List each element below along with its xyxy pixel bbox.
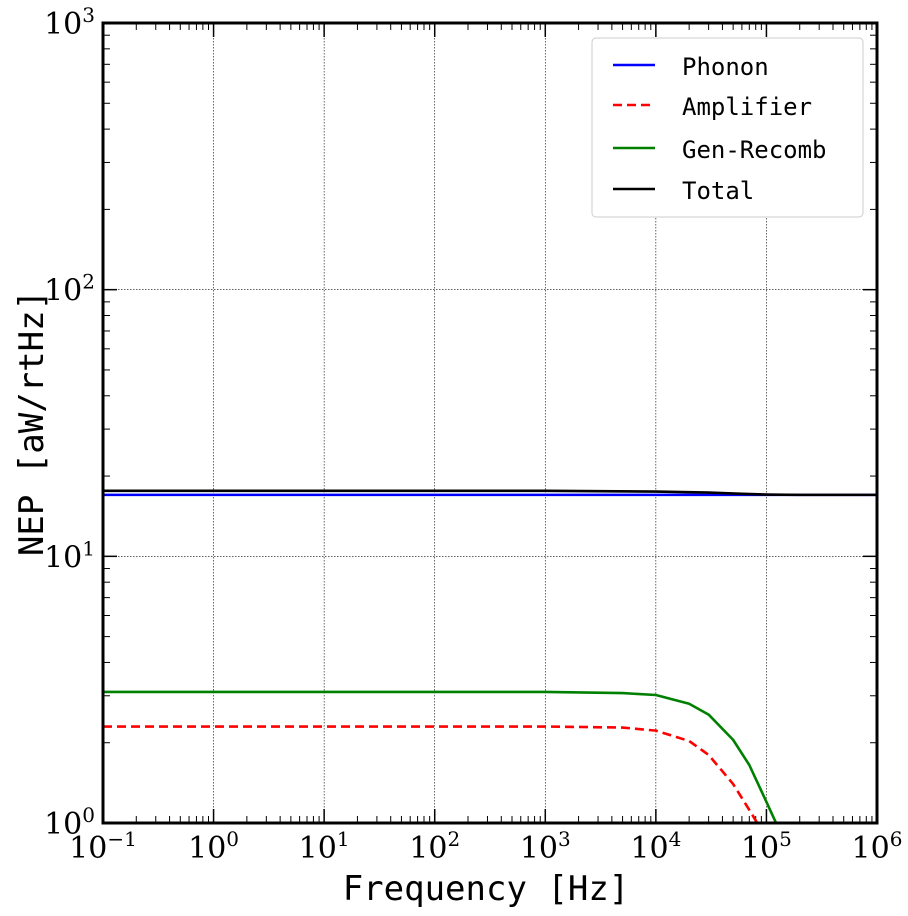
x-tick-labels: 10−1 100 101 102 103 104 105 106 xyxy=(69,827,902,866)
y-tick-label: 101 xyxy=(44,536,95,575)
series-lines xyxy=(103,489,877,823)
x-tick-label: 10−1 xyxy=(69,827,137,866)
legend-label: Amplifier xyxy=(682,93,812,121)
y-tick-label: 100 xyxy=(44,803,95,842)
series-line-total xyxy=(103,489,877,497)
legend-box xyxy=(591,37,864,218)
legend: Phonon Amplifier Gen-Recomb Total xyxy=(591,37,864,218)
x-tick-label: 101 xyxy=(299,827,350,866)
x-tick-label: 104 xyxy=(630,827,681,866)
legend-label: Total xyxy=(682,177,754,205)
x-tick-label: 100 xyxy=(188,827,239,866)
x-tick-label: 102 xyxy=(409,827,460,866)
legend-label: Phonon xyxy=(682,53,769,81)
y-tick-label: 103 xyxy=(44,3,95,42)
y-axis-title: NEP [aW/rtHz] xyxy=(12,290,52,556)
y-tick-labels: 100 101 102 103 xyxy=(44,3,95,842)
plot-frame xyxy=(101,21,879,825)
x-tick-label: 106 xyxy=(852,827,903,866)
series-line-amplifier xyxy=(103,725,759,823)
grid xyxy=(103,23,877,823)
series-line-gen-recomb xyxy=(103,690,778,823)
legend-label: Gen-Recomb xyxy=(682,136,827,164)
x-axis-title: Frequency [Hz] xyxy=(343,869,630,909)
y-tick-label: 102 xyxy=(44,270,95,309)
x-tick-label: 105 xyxy=(741,827,792,866)
x-tick-label: 103 xyxy=(520,827,571,866)
